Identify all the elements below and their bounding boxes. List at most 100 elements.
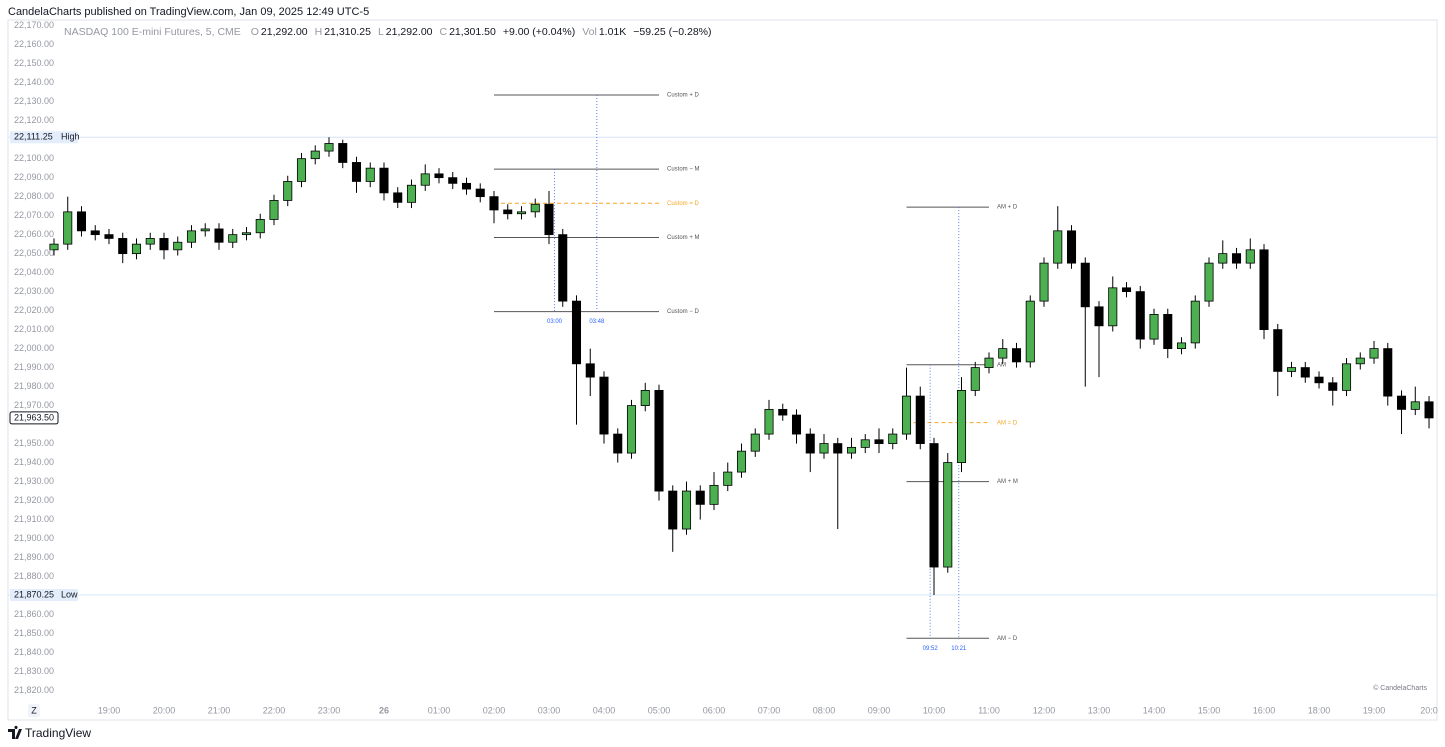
candle-body <box>434 173 444 179</box>
x-tick-label: 19:00 <box>98 705 121 715</box>
candle-body <box>516 211 527 215</box>
candle-body <box>269 200 279 220</box>
change: +9.00 (+0.04%) <box>502 26 576 38</box>
time-marker-label: 03:00 <box>547 319 563 325</box>
x-tick-label: 03:00 <box>538 705 561 715</box>
candle-body <box>998 348 1008 359</box>
candle-body <box>200 228 210 232</box>
candle-body <box>159 238 169 251</box>
candle-body <box>1094 306 1104 327</box>
y-tick-label: 21,940.00 <box>14 457 54 467</box>
watermark: © CandelaCharts <box>1373 684 1427 692</box>
candle-body <box>791 414 802 435</box>
candle-body <box>1341 363 1352 391</box>
price-marker-label: Low <box>61 589 78 599</box>
ohlc-key: H <box>314 26 323 38</box>
x-tick-label: 08:00 <box>813 705 836 715</box>
candle-body <box>984 357 994 368</box>
candle-body <box>489 196 499 211</box>
y-tick-label: 22,130.00 <box>14 96 54 106</box>
candle-body <box>393 192 403 203</box>
volume-change: −59.25 (−0.28%) <box>633 26 712 38</box>
candle-body <box>681 490 692 530</box>
y-tick-label: 21,990.00 <box>14 362 54 372</box>
candle-body <box>1053 230 1063 264</box>
y-tick-label: 22,030.00 <box>14 286 54 296</box>
x-tick-label: 18:00 <box>1308 705 1331 715</box>
candle-body <box>956 389 967 463</box>
price-marker-value: 21,870.25 <box>14 589 54 599</box>
candle-body <box>90 230 100 236</box>
candle-body <box>929 443 939 568</box>
candle-body <box>1108 287 1118 327</box>
candle-body <box>118 238 128 255</box>
ohlc-value: 21,301.50 <box>449 26 496 38</box>
candle-body <box>1218 253 1228 264</box>
candle-body <box>145 238 155 245</box>
y-tick-label: 21,980.00 <box>14 381 54 391</box>
candle-body <box>805 433 815 454</box>
brand-logo <box>8 725 22 739</box>
x-tick-label: 06:00 <box>703 705 726 715</box>
candle-body <box>1396 395 1407 410</box>
x-tick-label: 05:00 <box>648 705 671 715</box>
y-tick-label: 22,050.00 <box>14 248 54 258</box>
y-tick-label: 21,930.00 <box>14 476 54 486</box>
level-label: Custom + M <box>667 235 700 241</box>
candle-body <box>1286 367 1297 372</box>
ohlc-value: 21,310.25 <box>324 26 371 38</box>
candle-body <box>49 243 59 251</box>
candle-body <box>723 471 733 486</box>
candle-body <box>503 209 513 215</box>
timezone-button-bg[interactable] <box>28 704 40 717</box>
candle-body <box>241 232 252 236</box>
candle-body <box>901 395 912 435</box>
x-tick-label: 20:00 <box>153 705 176 715</box>
candle-body <box>668 490 678 530</box>
candle-body <box>571 300 582 365</box>
candle-body <box>1300 367 1310 378</box>
ohlc-key: O <box>250 26 259 38</box>
volume-key: Vol <box>582 26 597 38</box>
candle-body <box>1273 329 1283 372</box>
time-marker-label: 10:21 <box>951 646 967 652</box>
price-marker-bg <box>10 589 78 602</box>
timezone-button[interactable]: Z <box>31 705 37 715</box>
candle-body <box>750 433 760 452</box>
candle-body <box>833 443 843 454</box>
candle-body <box>1011 348 1022 363</box>
y-tick-label: 22,160.00 <box>14 39 54 49</box>
y-tick-label: 22,080.00 <box>14 191 54 201</box>
candle-body <box>1259 249 1269 331</box>
candle-body <box>1231 253 1242 264</box>
candle-body <box>778 408 788 416</box>
x-tick-label: 02:00 <box>483 705 506 715</box>
y-tick-label: 22,000.00 <box>14 343 54 353</box>
brand-name[interactable]: TradingView <box>25 726 91 740</box>
candle-body <box>324 143 334 152</box>
candle-body <box>1025 300 1035 363</box>
candle-body <box>613 433 623 454</box>
candle-body <box>214 228 224 243</box>
candle-body <box>846 446 857 454</box>
candle-body <box>860 439 870 448</box>
ohlc-key: C <box>439 26 448 38</box>
y-tick-label: 21,950.00 <box>14 438 54 448</box>
candle-body <box>1163 314 1173 350</box>
candle-body <box>1355 357 1365 365</box>
candle-body <box>1176 342 1187 350</box>
y-tick-label: 21,860.00 <box>14 609 54 619</box>
legend: NASDAQ 100 E-mini Futures, 5, CME O 21,29… <box>64 26 714 38</box>
y-tick-label: 22,140.00 <box>14 77 54 87</box>
x-tick-label: 12:00 <box>1033 705 1056 715</box>
y-tick-label: 22,010.00 <box>14 324 54 334</box>
level-label: Custom − D <box>667 309 700 315</box>
x-tick-label: 16:00 <box>1253 705 1276 715</box>
candle-body <box>420 173 430 186</box>
y-tick-label: 22,040.00 <box>14 267 54 277</box>
ohlc-value: 21,292.00 <box>260 26 308 38</box>
candle-body <box>365 167 375 182</box>
candle-body <box>970 367 980 391</box>
candle-body <box>888 433 898 444</box>
